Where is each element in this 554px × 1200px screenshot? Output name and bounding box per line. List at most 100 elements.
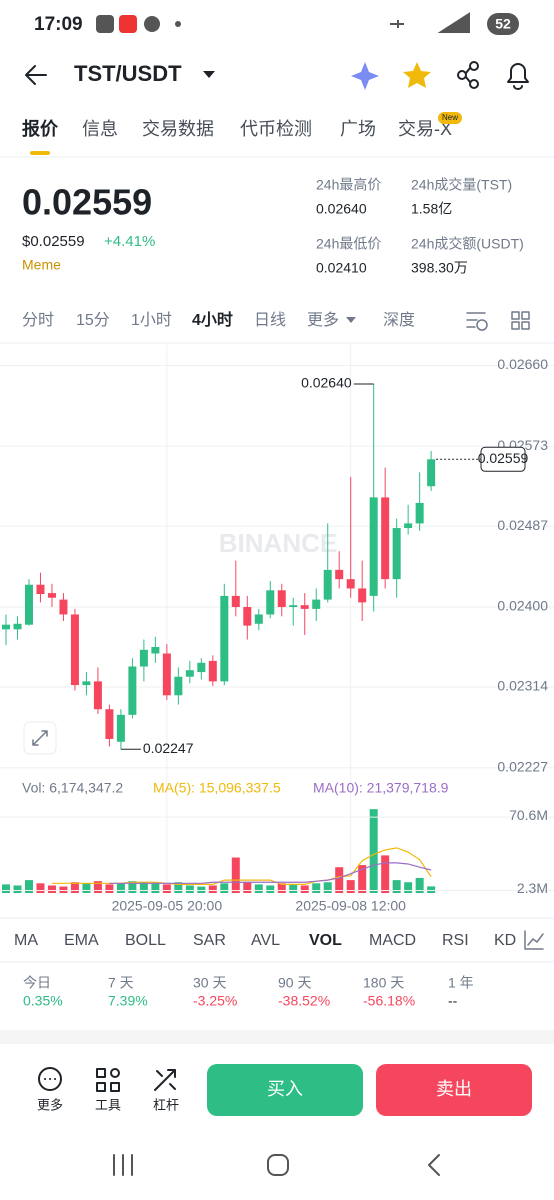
- period-change: --: [448, 993, 458, 1009]
- period-label: 今日: [23, 975, 51, 991]
- usd-price: $0.02559: [22, 233, 85, 250]
- stat-value: 0.02410: [316, 260, 367, 276]
- indicator-tab[interactable]: MACD: [369, 932, 416, 949]
- stat-value: 0.02640: [316, 201, 367, 217]
- candle-body: [231, 595, 240, 608]
- alert-button[interactable]: [507, 63, 529, 90]
- y-tick-label: 0.02660: [497, 356, 548, 372]
- volume-bar: [70, 882, 79, 893]
- clock: 17:09: [34, 14, 83, 35]
- buy-label: 买入: [267, 1079, 303, 1099]
- tab[interactable]: 信息: [82, 119, 118, 139]
- chart-settings[interactable]: [466, 312, 488, 331]
- tab[interactable]: 广场: [340, 119, 376, 139]
- period-label: 90 天: [278, 975, 311, 991]
- period-change: 0.35%: [23, 993, 63, 1009]
- pair-dropdown[interactable]: [203, 71, 215, 78]
- min-label: 0.02247: [143, 740, 194, 756]
- battery-level: 52: [495, 16, 511, 32]
- period-label: 180 天: [363, 975, 404, 991]
- candle-body: [335, 569, 344, 580]
- v-tick-label: 70.6M: [509, 807, 548, 823]
- volume-bar: [105, 884, 114, 893]
- interval[interactable]: 深度: [383, 311, 415, 329]
- volume-bar: [59, 886, 68, 893]
- nav-home[interactable]: [267, 1154, 289, 1176]
- back-button[interactable]: [25, 65, 47, 85]
- volume-bar: [13, 885, 22, 893]
- section-gap: [0, 1030, 554, 1044]
- ai-button[interactable]: [351, 62, 379, 90]
- stat-label: 24h成交量(TST): [411, 177, 512, 193]
- candle-body: [151, 646, 160, 654]
- candle-body: [13, 623, 22, 630]
- volume-bar: [139, 882, 148, 893]
- volume-legend: MA(10): 21,379,718.9: [313, 780, 449, 796]
- indicator-tab[interactable]: BOLL: [125, 932, 166, 949]
- candle-body: [220, 595, 229, 682]
- candle-body: [243, 607, 252, 626]
- interval[interactable]: 更多: [307, 311, 339, 329]
- candle-body: [70, 614, 79, 686]
- tab[interactable]: 交易-X: [398, 119, 452, 139]
- indicator-tab[interactable]: RSI: [442, 932, 469, 949]
- volume-bar: [24, 880, 33, 893]
- interval[interactable]: 分时: [22, 311, 54, 329]
- volume-bar: [2, 884, 10, 893]
- candle-body: [415, 502, 424, 524]
- toolbar-label[interactable]: 更多: [37, 1097, 63, 1112]
- tag[interactable]: Meme: [22, 257, 61, 273]
- price-change: +4.41%: [104, 233, 155, 250]
- volume-bar: [289, 884, 298, 893]
- toolbar-label[interactable]: 杠杆: [153, 1097, 179, 1112]
- indicator-tab[interactable]: MA: [14, 932, 38, 949]
- candle-body: [369, 497, 378, 596]
- volume-bar: [208, 885, 217, 893]
- toolbar-label[interactable]: 工具: [95, 1097, 121, 1112]
- nav-back[interactable]: [428, 1154, 440, 1176]
- indicator-tab[interactable]: SAR: [193, 932, 226, 949]
- indicator-tab[interactable]: AVL: [251, 932, 280, 949]
- indicator-tab[interactable]: VOL: [309, 932, 342, 949]
- volume-bar: [254, 884, 263, 893]
- candle-body: [266, 590, 275, 615]
- tab[interactable]: 交易数据: [142, 119, 214, 139]
- tab[interactable]: 代币检测: [240, 119, 312, 139]
- volume-bar: [323, 882, 332, 893]
- indicator-tab[interactable]: EMA: [64, 932, 99, 949]
- volume-bar: [220, 883, 229, 893]
- interval[interactable]: 日线: [254, 311, 286, 329]
- period-label: 1 年: [448, 975, 474, 991]
- candle-body: [36, 584, 45, 595]
- share-button[interactable]: [457, 61, 479, 89]
- volume-bar: [415, 877, 424, 893]
- favorite-button[interactable]: [403, 62, 431, 88]
- candle-body: [24, 584, 33, 625]
- buy-button[interactable]: [207, 1064, 363, 1116]
- interval[interactable]: 1小时: [131, 311, 172, 329]
- more-dropdown[interactable]: [346, 317, 356, 323]
- candle-body: [381, 497, 390, 580]
- candle-body: [300, 605, 309, 609]
- candle-body: [427, 459, 436, 487]
- volume-bar: [392, 880, 401, 893]
- indicator-settings[interactable]: [524, 930, 544, 950]
- pair-title[interactable]: TST/USDT: [74, 61, 182, 86]
- layout-button[interactable]: [511, 311, 530, 330]
- volume-bar: [346, 880, 355, 893]
- sell-button[interactable]: [376, 1064, 532, 1116]
- candle-body: [185, 670, 194, 677]
- nav-recents[interactable]: [113, 1154, 133, 1176]
- candle-body: [174, 676, 183, 696]
- volume-legend: Vol: 6,174,347.2: [22, 780, 123, 796]
- volume-bar: [427, 886, 436, 893]
- volume-bar: [381, 855, 390, 893]
- candle-body: [358, 588, 367, 603]
- period-change: -38.52%: [278, 993, 330, 1009]
- indicator-tab[interactable]: KD: [494, 932, 516, 949]
- volume-bar: [162, 884, 171, 893]
- tab[interactable]: 报价: [22, 118, 59, 139]
- interval[interactable]: 4小时: [192, 311, 233, 329]
- candle-body: [105, 709, 114, 739]
- interval[interactable]: 15分: [76, 311, 110, 329]
